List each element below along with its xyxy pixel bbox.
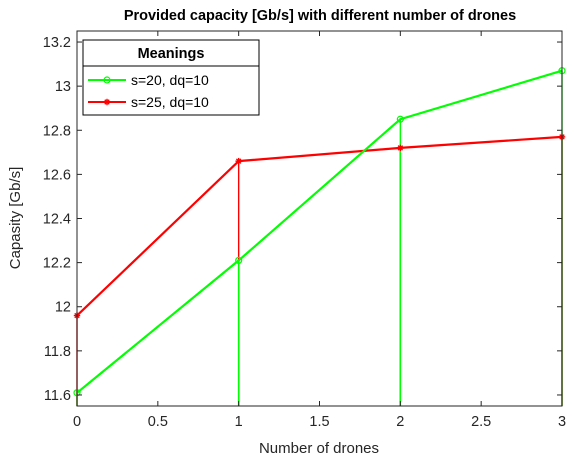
y-tick-label: 13.2 (43, 35, 71, 51)
x-tick-label: 0.5 (148, 414, 168, 430)
legend-entry-1: s=20, dq=10 (88, 72, 209, 88)
y-tick-label: 12.6 (43, 167, 71, 183)
x-tick-label: 1.5 (309, 414, 329, 430)
legend-swatch-marker (103, 98, 111, 106)
chart-title: Provided capacity [Gb/s] with different … (124, 8, 516, 24)
y-tick-label: 11.6 (44, 388, 71, 404)
x-tick-label: 0 (73, 414, 81, 430)
legend-entry-2: s=25, dq=10 (88, 94, 209, 110)
legend-entries: s=20, dq=10 s=25, dq=10 (88, 72, 209, 110)
x-tick-label: 1 (235, 414, 243, 430)
series-line-1 (76, 69, 563, 394)
x-axis-label: Number of drones (259, 440, 379, 457)
y-tick-label: 13 (55, 79, 71, 95)
legend: Meanings s=20, dq=10 s=25, dq=10 (82, 39, 260, 116)
legend-label: s=25, dq=10 (131, 94, 209, 110)
y-tick-label: 12.8 (43, 123, 71, 139)
data-point-1-1 (235, 256, 243, 265)
plot-area (73, 67, 566, 406)
y-axis-label: Capasity [Gb/s] (7, 167, 24, 270)
legend-swatch-marker (103, 76, 111, 84)
x-tick-label: 3 (558, 414, 566, 430)
series-line-2 (76, 135, 563, 317)
data-point-2-2 (397, 144, 404, 152)
legend-title: Meanings (138, 46, 205, 62)
x-tick-label: 2 (396, 414, 404, 430)
data-point-2-1 (235, 157, 242, 165)
data-point-1-2 (396, 115, 404, 123)
y-tick-label: 12.2 (43, 256, 71, 272)
axis-ticks: 0 0.5 1 1.5 2 2.5 3 11.6 11.8 12 12.2 12.4 12.6 12.8 1… (43, 31, 566, 430)
y-tick-label: 12.4 (43, 212, 71, 228)
legend-label: s=20, dq=10 (131, 72, 209, 88)
x-tick-label: 2.5 (471, 414, 491, 430)
y-tick-label: 11.8 (44, 344, 71, 360)
y-tick-label: 12 (55, 300, 71, 316)
